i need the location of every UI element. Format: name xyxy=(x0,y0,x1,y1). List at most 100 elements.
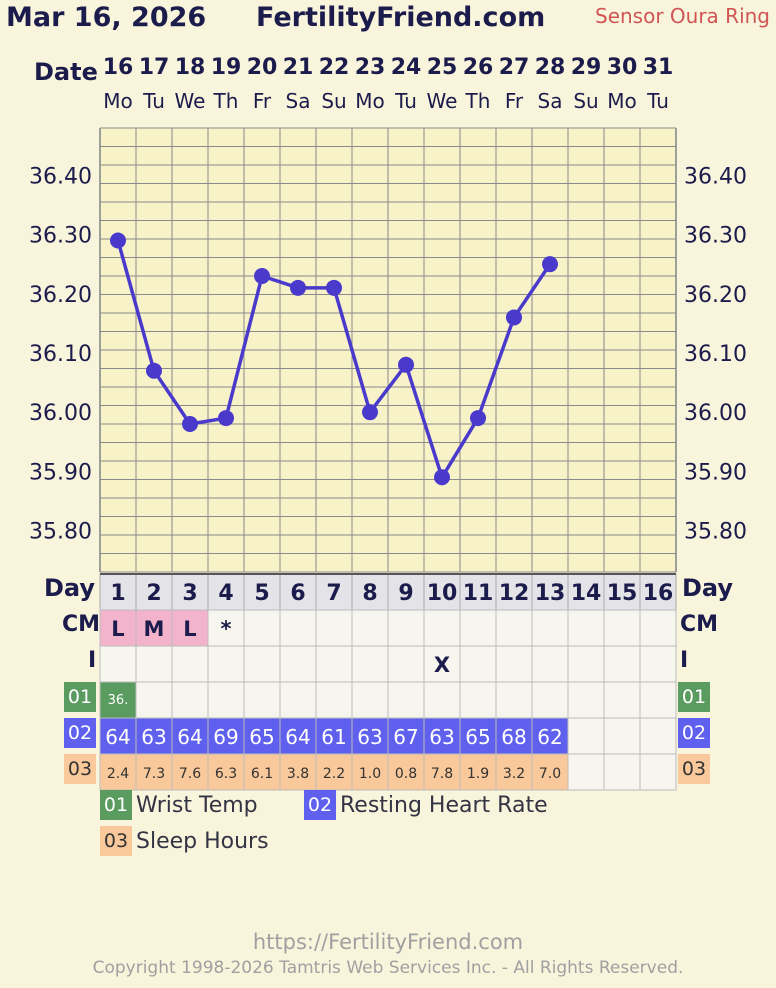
legend-wrist-temp: 01 Wrist Temp xyxy=(100,790,258,820)
weekday-tick: Tu xyxy=(394,89,417,113)
intercourse-cell xyxy=(315,645,353,683)
intercourse-cell xyxy=(423,645,461,683)
heart-rate-cell xyxy=(387,717,425,755)
intercourse-cell xyxy=(351,645,389,683)
cycle-day: 13 xyxy=(535,581,566,606)
date-label: Date xyxy=(34,58,98,86)
intercourse-cell xyxy=(171,645,209,683)
cycle-day: 1 xyxy=(110,581,125,606)
sleep-hours-cell xyxy=(351,753,389,791)
cm-cell xyxy=(603,609,641,647)
weekday-tick: Sa xyxy=(538,89,563,113)
wrist-temp-cell xyxy=(99,681,137,719)
date-tick: 31 xyxy=(643,55,674,80)
heart-rate-cell xyxy=(243,717,281,755)
y-tick-left: 36.40 xyxy=(29,164,92,189)
wrist-temp-cell xyxy=(135,681,173,719)
footer-url[interactable]: https://FertilityFriend.com xyxy=(252,930,524,954)
y-tick-right: 35.80 xyxy=(684,520,747,545)
temperature-point xyxy=(254,268,270,284)
intercourse-cell xyxy=(135,645,173,683)
legend-wrist-temp-badge: 01 xyxy=(100,790,132,820)
intercourse-cell xyxy=(279,645,317,683)
heart-rate-value: 69 xyxy=(213,725,238,749)
cm-cell xyxy=(531,609,569,647)
heart-rate-value: 67 xyxy=(393,725,418,749)
intercourse-cell xyxy=(639,645,677,683)
sleep-hours-value: 6.1 xyxy=(251,766,273,782)
cycle-day: 10 xyxy=(427,581,458,606)
intercourse-cell xyxy=(531,645,569,683)
date-tick: 24 xyxy=(391,55,422,80)
cycle-day: 2 xyxy=(146,581,161,606)
intercourse-cell xyxy=(495,645,533,683)
cm-label-right: CM xyxy=(680,612,719,637)
sleep-hours-cell xyxy=(639,753,677,791)
y-tick-right: 36.20 xyxy=(684,283,747,308)
temperature-point xyxy=(290,279,306,296)
legend-heart-rate-badge: 02 xyxy=(304,790,336,820)
weekday-tick: Su xyxy=(321,89,346,113)
y-tick-left: 36.20 xyxy=(29,283,92,308)
heart-rate-cell xyxy=(603,717,641,755)
wrist-temp-cell xyxy=(603,681,641,719)
cm-cell xyxy=(207,609,245,647)
cycle-day: 8 xyxy=(362,581,377,606)
heart-rate-value: 68 xyxy=(501,725,526,749)
legend-wrist-temp-label: Wrist Temp xyxy=(136,792,258,818)
date-tick: 28 xyxy=(535,55,566,80)
cm-cell xyxy=(423,609,461,647)
heart-rate-value: 63 xyxy=(429,725,454,749)
y-tick-right: 36.30 xyxy=(684,224,747,249)
sleep-hours-cell xyxy=(243,753,281,791)
chart-date: Mar 16, 2026 xyxy=(6,2,207,33)
weekday-tick: Fr xyxy=(505,89,524,113)
cycle-day: 3 xyxy=(182,581,197,606)
intercourse-cell xyxy=(567,645,605,683)
date-tick: 25 xyxy=(427,55,458,80)
date-tick: 17 xyxy=(139,55,170,80)
cycle-day: 4 xyxy=(218,581,233,606)
intercourse-label-left: I xyxy=(88,648,97,673)
date-tick: 23 xyxy=(355,55,386,80)
sleep-row-badge-right: 03 xyxy=(678,754,710,784)
wrist-temp-cell xyxy=(243,681,281,719)
temperature-point xyxy=(434,469,450,486)
weekday-tick: We xyxy=(427,89,458,113)
sleep-hours-cell xyxy=(171,753,209,791)
date-tick: 22 xyxy=(319,55,350,80)
heart-rate-cell xyxy=(171,717,209,755)
date-tick: 16 xyxy=(103,55,134,80)
legend-sleep: 03 Sleep Hours xyxy=(100,826,269,856)
sleep-hours-cell xyxy=(459,753,497,791)
sleep-hours-value: 1.9 xyxy=(467,766,489,782)
heart-rate-value: 62 xyxy=(537,725,562,749)
temperature-point xyxy=(110,232,126,249)
sleep-hours-cell xyxy=(531,753,569,791)
sleep-hours-value: 0.8 xyxy=(395,766,417,782)
heart-rate-value: 64 xyxy=(105,725,130,749)
wrist-temp-cell xyxy=(387,681,425,719)
cm-value: L xyxy=(111,617,124,641)
y-tick-left: 35.80 xyxy=(29,520,92,545)
date-tick: 19 xyxy=(211,55,242,80)
weekday-tick: Fr xyxy=(253,89,272,113)
footer-copyright: Copyright 1998-2026 Tamtris Web Services… xyxy=(92,958,684,978)
date-tick: 21 xyxy=(283,55,314,80)
wrist-temp-cell xyxy=(423,681,461,719)
heart-rate-cell xyxy=(459,717,497,755)
cm-cell xyxy=(351,609,389,647)
temperature-point xyxy=(146,362,162,379)
sleep-hours-value: 7.6 xyxy=(179,766,201,782)
intercourse-value: X xyxy=(434,653,450,677)
wrist-temp-cell xyxy=(351,681,389,719)
sleep-hours-value: 6.3 xyxy=(215,766,237,782)
day-label-left: Day xyxy=(44,574,96,602)
wrist-temp-cell xyxy=(531,681,569,719)
bbt-chart: 16Mo17Tu18We19Th20Fr21Sa22Su23Mo24Tu25We… xyxy=(29,55,747,791)
cm-label-left: CM xyxy=(62,612,101,637)
cycle-day: 15 xyxy=(607,581,638,606)
date-tick: 26 xyxy=(463,55,494,80)
cm-cell xyxy=(315,609,353,647)
cm-value: L xyxy=(183,617,196,641)
